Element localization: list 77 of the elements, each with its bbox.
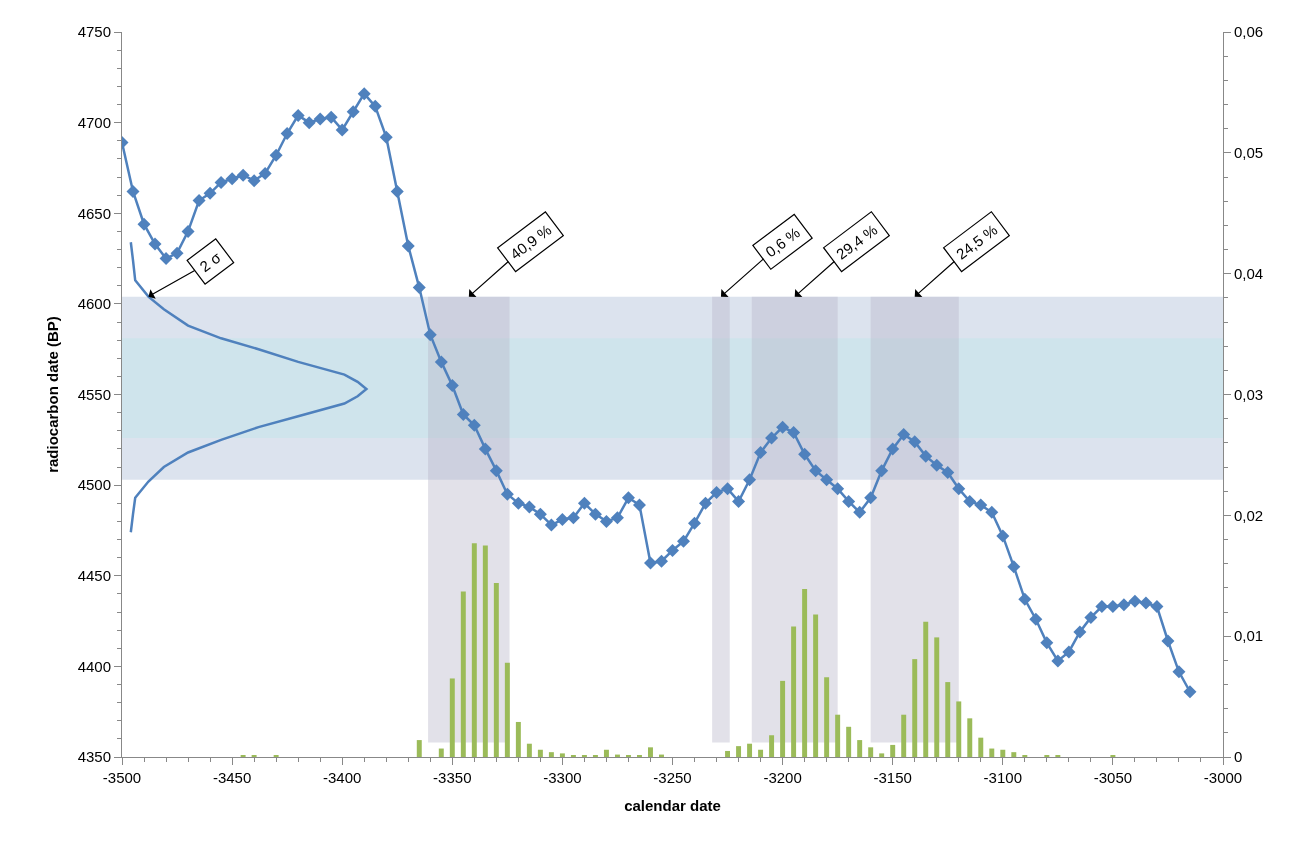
bar [1000, 749, 1006, 757]
bar [438, 748, 444, 757]
bar [1011, 752, 1017, 757]
bar [824, 677, 830, 757]
x-tick-label: -3350 [433, 769, 472, 786]
bar [901, 714, 907, 757]
bar [526, 743, 532, 757]
bar [493, 583, 499, 757]
bar [747, 743, 753, 757]
bar [471, 543, 477, 757]
bar [769, 735, 775, 757]
bar [934, 637, 940, 757]
x-axis-title: calendar date [624, 797, 721, 814]
y-tick-label: 4400 [77, 657, 111, 675]
y-axis-title: radiocarbon date (BP) [43, 316, 61, 473]
bar [736, 746, 742, 757]
x-tick-label: -3400 [323, 769, 362, 786]
y-tick-label: 4450 [77, 567, 111, 584]
bar [559, 753, 565, 757]
bar [537, 749, 543, 757]
bar [989, 748, 995, 757]
bar [978, 737, 984, 757]
y-tick-label: 4350 [77, 748, 111, 766]
y2-tick-label: 0 [1234, 748, 1243, 766]
bar [813, 614, 819, 757]
x-tick-label: -3250 [653, 769, 692, 786]
bar [603, 749, 609, 757]
line-series [129, 241, 368, 534]
y-tick-label: 4500 [77, 476, 111, 494]
bar [449, 678, 455, 757]
x-tick-label: -3500 [102, 769, 142, 786]
bar [791, 626, 797, 757]
bar [802, 589, 808, 757]
x-tick-label: -3150 [873, 769, 912, 786]
x-tick-label: -3000 [1203, 769, 1243, 786]
x-tick-label: -3200 [763, 769, 802, 786]
y-tick-label: 4650 [77, 204, 111, 222]
bar [482, 545, 488, 757]
bar [758, 749, 764, 757]
y2-tick-label: 0,01 [1234, 627, 1264, 645]
band-label: 0,6 % [762, 223, 803, 261]
y2-tick-label: 0,05 [1234, 144, 1264, 162]
y2-tick-label: 0,02 [1234, 506, 1264, 524]
bar [416, 740, 422, 757]
y-tick-label: 4550 [77, 385, 111, 403]
bar [780, 680, 786, 757]
bar [890, 744, 896, 757]
bar [835, 714, 841, 757]
y-tick-label: 4750 [77, 23, 111, 41]
band-label: 24,5 % [952, 220, 1001, 263]
x-tick-label: -3050 [1093, 769, 1133, 786]
x-tick-label: -3100 [983, 769, 1022, 786]
y2-tick-label: 0,04 [1234, 264, 1264, 282]
band-label: 40,9 % [506, 221, 555, 263]
bar [967, 718, 973, 757]
bar [956, 701, 962, 757]
x-tick-label: -3300 [543, 769, 582, 786]
x-tick-label: -3450 [212, 769, 252, 786]
bar [857, 740, 863, 757]
y2-tick-label: 0,06 [1234, 23, 1264, 41]
bar [504, 662, 510, 757]
y2-tick-label: 0,03 [1234, 385, 1264, 403]
band-label: 29,4 % [832, 220, 881, 263]
y-tick-label: 4700 [77, 113, 111, 131]
bar [725, 750, 731, 757]
annotation: 2 σ [196, 248, 225, 276]
bar [912, 659, 918, 757]
bar [846, 726, 852, 757]
bar [548, 752, 554, 757]
bar [945, 682, 951, 757]
bar [648, 747, 653, 757]
bar [515, 721, 521, 757]
bar [879, 753, 885, 757]
bar [923, 621, 929, 757]
y-tick-label: 4600 [77, 295, 111, 313]
bar [460, 591, 466, 757]
bar [868, 747, 874, 757]
